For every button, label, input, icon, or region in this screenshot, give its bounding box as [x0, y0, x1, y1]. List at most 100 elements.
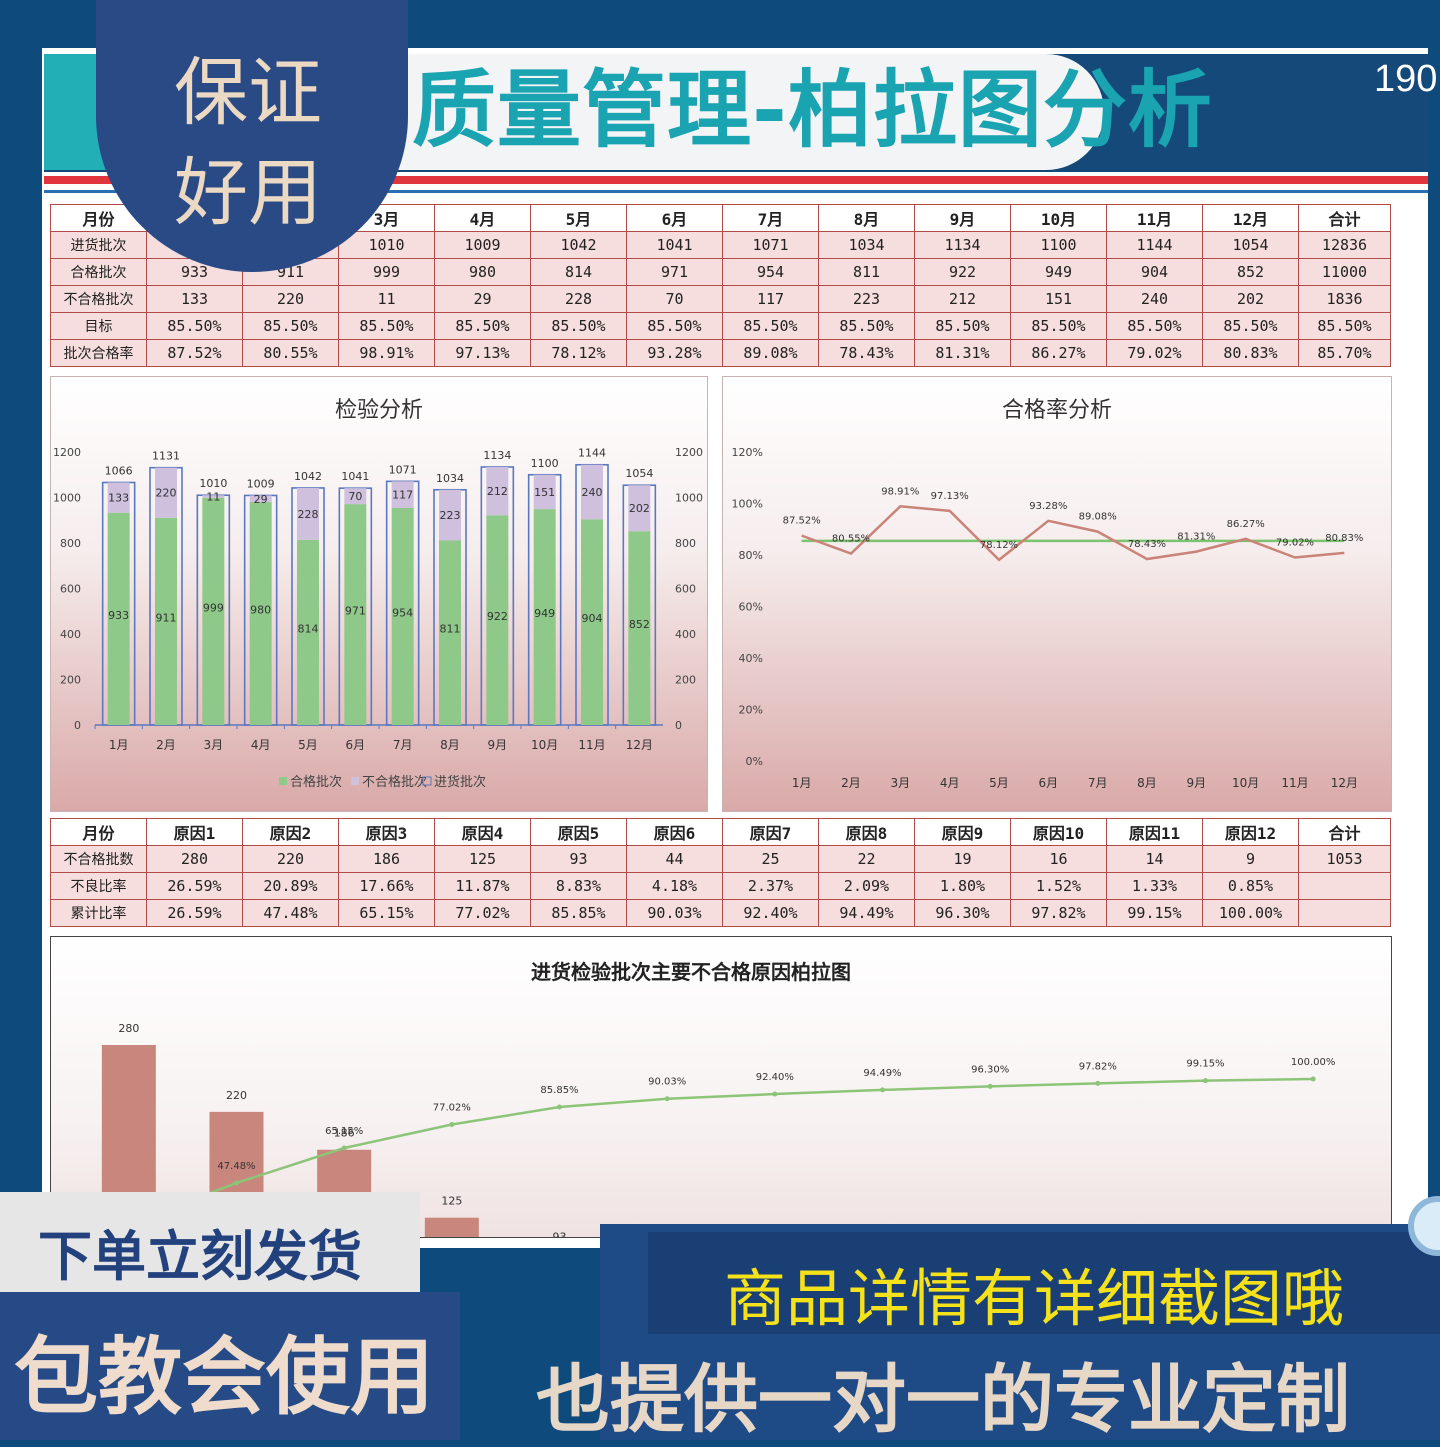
cause-row: 不良比率 26.59% 20.89% 17.66% 11.87% 8.83% 4.18% 2.… [50, 872, 1391, 900]
pass-label: 949 [534, 607, 555, 620]
monthly-cell: 29 [434, 285, 531, 313]
monthly-cell: 80.83% [1202, 339, 1299, 367]
x-tick-label: 11月 [578, 738, 605, 752]
rate-label: 81.31% [1177, 532, 1215, 543]
monthly-row-label: 合格批次 [50, 258, 147, 286]
pass-label: 954 [392, 606, 413, 619]
x-tick-label: 4月 [940, 776, 960, 790]
cumulative-point [1095, 1080, 1101, 1086]
pass-label: 811 [440, 623, 461, 636]
page-title: 质量管理-柏拉图分析 [412, 61, 1213, 159]
cause-row: 累计比率 26.59% 47.48% 65.15% 77.02% 85.85% 90.03%… [50, 899, 1391, 927]
cause-row-label: 不合格批数 [50, 845, 147, 873]
y2-tick-label: 400 [675, 628, 696, 641]
cause-row-label: 累计比率 [50, 899, 147, 927]
cumulative-label: 97.82% [1079, 1061, 1117, 1072]
cause-cell: 85.85% [530, 899, 627, 927]
pareto-bar [424, 1217, 479, 1357]
pareto-bar-label: 93 [553, 1230, 567, 1237]
cause-header-row: 月份 原因1 原因2 原因3 原因4 原因5 原因6 原因7 原因8 原因9 原因10 原因11 原因1… [50, 818, 1391, 846]
legend-label: 合格批次 [290, 774, 342, 790]
monthly-header-cell: 8月 [818, 204, 915, 232]
pass-bar [107, 512, 130, 725]
x-tick-label: 10月 [531, 738, 558, 752]
monthly-cell: 1010 [338, 231, 435, 259]
monthly-cell: 86.27% [1010, 339, 1107, 367]
monthly-cell: 85.50% [530, 312, 627, 340]
cause-cell: 220 [242, 845, 339, 873]
pareto-bar-label: 220 [226, 1089, 247, 1102]
x-tick-label: 9月 [488, 738, 508, 752]
monthly-row: 不合格批次 133 220 11 29 228 70 117 223 212 151 240 202 18… [50, 285, 1391, 313]
y-tick-label: 100% [732, 498, 763, 511]
cause-cell: 14 [1106, 845, 1203, 873]
monthly-row: 目标 85.50% 85.50% 85.50% 85.50% 85.50% 85.50% 85… [50, 312, 1391, 340]
y2-tick-label: 800 [675, 537, 696, 550]
incoming-label: 1134 [483, 449, 511, 462]
cause-cell: 96.30% [914, 899, 1011, 927]
cause-header-cell: 原因4 [434, 818, 531, 846]
promo-box-ship [0, 1192, 420, 1292]
inspection-chart-svg: 检验分析 0 0 200 200 400 400 600 600 800 800 1000 1000 12… [53, 398, 703, 790]
chart-title: 进货检验批次主要不合格原因柏拉图 [531, 960, 851, 984]
monthly-cell: 85.50% [722, 312, 819, 340]
cause-header-cell: 原因7 [722, 818, 819, 846]
cause-cell: 25 [722, 845, 819, 873]
monthly-cell: 85.70% [1298, 339, 1391, 367]
x-tick-label: 3月 [204, 738, 224, 752]
monthly-cell: 85.50% [146, 312, 243, 340]
promo-teach-text: 包教会使用 [14, 1328, 435, 1426]
badge-line-2: 好用 [174, 150, 322, 236]
monthly-cell: 811 [818, 258, 915, 286]
monthly-cell: 151 [1010, 285, 1107, 313]
fail-label: 151 [534, 486, 555, 499]
cause-header-cell: 原因12 [1202, 818, 1299, 846]
rate-label: 87.52% [783, 516, 821, 527]
x-tick-label: 11月 [1281, 776, 1308, 790]
pass-rate-chart: 合格率分析 0% 20% 40% 60% 80% 100% 120% 87.52% 1月 80.55… [722, 376, 1392, 812]
monthly-cell: 12836 [1298, 231, 1391, 259]
monthly-cell: 85.50% [818, 312, 915, 340]
pass-label: 980 [250, 604, 271, 617]
monthly-cell: 904 [1106, 258, 1203, 286]
legend-swatch [351, 777, 359, 785]
pareto-bar-label: 125 [441, 1195, 462, 1208]
monthly-header-cell: 6月 [626, 204, 723, 232]
cause-cell: 100.00% [1202, 899, 1299, 927]
pass-bar [344, 504, 367, 725]
monthly-header-cell: 12月 [1202, 204, 1299, 232]
y-tick-label: 0 [74, 719, 81, 732]
cumulative-point [341, 1145, 347, 1151]
monthly-cell: 1041 [626, 231, 723, 259]
cumulative-label: 85.85% [540, 1085, 578, 1096]
pass-bar [155, 517, 177, 725]
monthly-cell: 11 [338, 285, 435, 313]
cause-header-cell: 原因5 [530, 818, 627, 846]
pass-label: 904 [582, 612, 603, 625]
x-tick-label: 6月 [346, 738, 366, 752]
fail-bar [202, 495, 225, 498]
y-tick-label: 200 [60, 674, 81, 687]
cause-cell: 2.37% [722, 872, 819, 900]
fail-bar [486, 467, 509, 516]
cause-table: 月份 原因1 原因2 原因3 原因4 原因5 原因6 原因7 原因8 原因9 原因10 原因11 原因1… [50, 818, 1391, 927]
x-tick-label: 6月 [1039, 776, 1059, 790]
cause-cell: 20.89% [242, 872, 339, 900]
fail-label: 133 [108, 492, 129, 505]
y-tick-label: 60% [739, 601, 763, 614]
monthly-header-cell: 4月 [434, 204, 531, 232]
blue-divider [44, 190, 1428, 193]
x-tick-label: 7月 [1088, 776, 1108, 790]
cause-header-cell: 原因6 [626, 818, 723, 846]
cause-cell: 16 [1010, 845, 1107, 873]
rate-label: 80.55% [832, 534, 870, 545]
incoming-label: 1009 [247, 477, 275, 490]
y2-tick-label: 200 [675, 674, 696, 687]
rate-label: 89.08% [1079, 512, 1117, 523]
cause-cell: 1053 [1298, 845, 1391, 873]
pass-bar [202, 497, 225, 725]
x-tick-label: 1月 [792, 776, 812, 790]
x-tick-label: 10月 [1232, 776, 1259, 790]
chart-title: 合格率分析 [1002, 398, 1112, 423]
monthly-cell: 814 [530, 258, 627, 286]
